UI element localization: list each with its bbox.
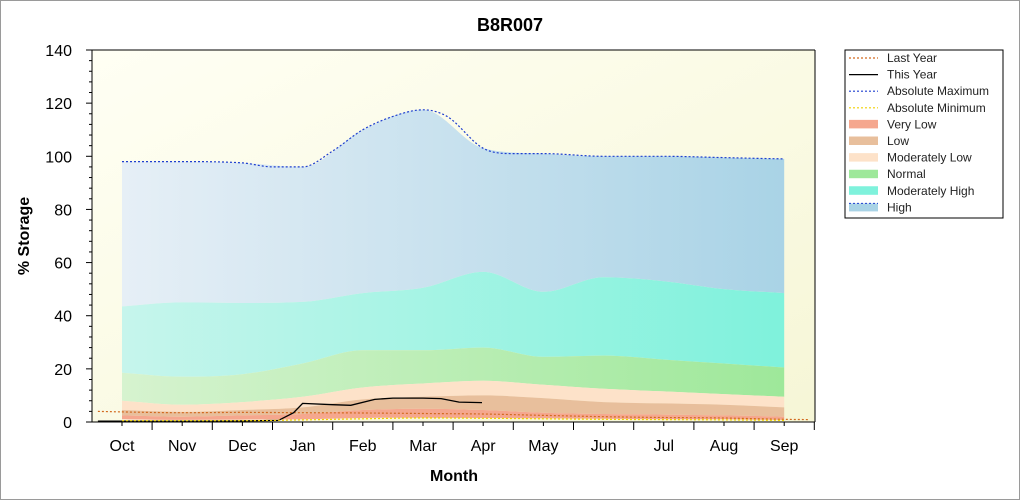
legend-very-low-label: Very Low	[887, 117, 937, 131]
legend-high-label: High	[887, 200, 912, 214]
y-tick-label: 20	[54, 362, 72, 379]
x-tick-label: Jan	[290, 438, 316, 455]
y-tick-label: 80	[54, 202, 72, 219]
y-axis-label: % Storage	[16, 197, 33, 275]
legend-moderately-high-label: Moderately High	[887, 184, 974, 198]
x-tick-label: Dec	[228, 438, 256, 455]
legend-moderately-low-label: Moderately Low	[887, 151, 972, 165]
x-tick-label: Aug	[710, 438, 738, 455]
x-tick-label: May	[528, 438, 558, 455]
x-tick-label: Sep	[770, 438, 799, 455]
legend-absolute-maximum-label: Absolute Maximum	[887, 84, 989, 98]
band-high	[122, 109, 785, 307]
bands-layer	[122, 109, 785, 420]
x-tick-label: Jun	[591, 438, 617, 455]
legend-very-low-swatch	[849, 120, 878, 129]
y-tick-label: 60	[54, 256, 72, 273]
line-absolute-maximum	[122, 109, 785, 168]
x-tick-label: Nov	[168, 438, 196, 455]
axes-layer: 0 20 40 60 80 100 120 140 Oct Nov Dec Jan Feb Mar Apr M…	[45, 43, 816, 455]
legend-moderately-high-swatch	[849, 186, 878, 195]
x-tick-label: Oct	[110, 438, 135, 455]
legend-low-label: Low	[887, 134, 909, 148]
x-tick-label: Feb	[349, 438, 377, 455]
legend-high-swatch	[849, 203, 878, 212]
x-tick-label: Jul	[654, 438, 674, 455]
legend: Last Year This Year Absolute Maximum Absolu…	[844, 49, 1004, 219]
y-tick-label: 140	[45, 43, 72, 60]
legend-this-year-label: This Year	[887, 68, 937, 82]
legend-low-swatch	[849, 137, 878, 145]
y-tick-label: 100	[45, 149, 72, 166]
y-tick-label: 0	[63, 415, 72, 432]
band-low	[122, 395, 785, 417]
legend-normal-label: Normal	[887, 167, 926, 181]
line-last-year	[97, 410, 809, 421]
y-tick-label: 120	[45, 96, 72, 113]
lines-layer	[97, 109, 809, 422]
band-moderately-high	[122, 271, 785, 377]
y-tick-label: 40	[54, 309, 72, 326]
x-tick-label: Mar	[409, 438, 437, 455]
x-tick-label: Apr	[471, 438, 497, 455]
band-moderately-low	[122, 380, 785, 412]
legend-absolute-minimum-label: Absolute Minimum	[887, 101, 986, 115]
chart-title: B8R007	[477, 15, 543, 35]
legend-normal-swatch	[849, 170, 878, 179]
band-normal	[122, 347, 785, 405]
legend-last-year-label: Last Year	[887, 51, 937, 65]
x-axis-label: Month	[430, 468, 478, 485]
legend-moderately-low-swatch	[849, 153, 878, 162]
